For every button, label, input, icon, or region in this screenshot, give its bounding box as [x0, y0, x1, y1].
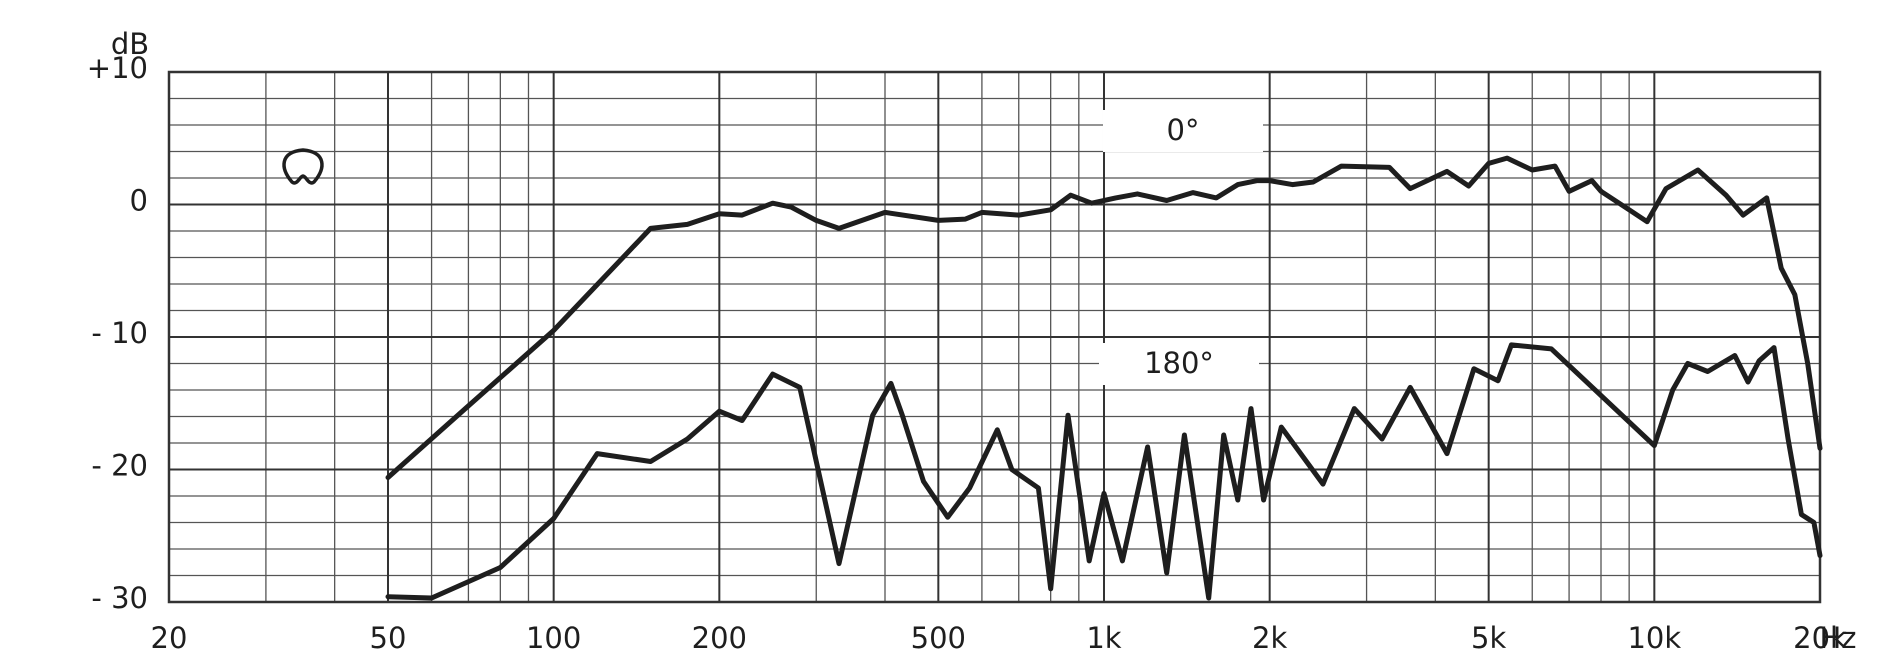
x-tick-label: 2k: [1252, 621, 1287, 655]
cardioid-icon: [282, 148, 324, 185]
label-background: [1103, 110, 1263, 152]
plot-frame: [167, 70, 1822, 604]
lines: [385, 155, 1823, 601]
y-tick-label: - 10: [91, 316, 148, 350]
series-label: 0°: [1167, 113, 1200, 147]
y-tick-label: 0: [130, 184, 148, 218]
y-axis-label: dB: [111, 27, 149, 61]
grid: [168, 71, 1821, 603]
response-line: [385, 342, 1823, 601]
labels: 20 50 100 200 500 1k 2k 5k 10k 20k +10 0 - 10 - 20 - 3…: [87, 51, 1847, 655]
x-tick-label: 100: [526, 621, 581, 655]
response-line: [385, 155, 1823, 480]
y-tick-label: +10: [87, 51, 148, 85]
x-axis-label: Hz: [1819, 621, 1856, 655]
series-label: 180°: [1144, 346, 1214, 380]
y-tick-label: - 20: [91, 449, 148, 483]
y-tick-label: - 30: [91, 581, 148, 615]
x-tick-label: 1k: [1086, 621, 1121, 655]
x-tick-label: 20: [151, 621, 188, 655]
x-tick-label: 20k: [1793, 621, 1847, 655]
x-tick-label: 200: [692, 621, 747, 655]
x-tick-label: 10k: [1627, 621, 1681, 655]
label-background: [1099, 343, 1259, 385]
x-tick-label: 50: [370, 621, 407, 655]
x-tick-label: 500: [911, 621, 966, 655]
x-tick-label: 5k: [1471, 621, 1506, 655]
